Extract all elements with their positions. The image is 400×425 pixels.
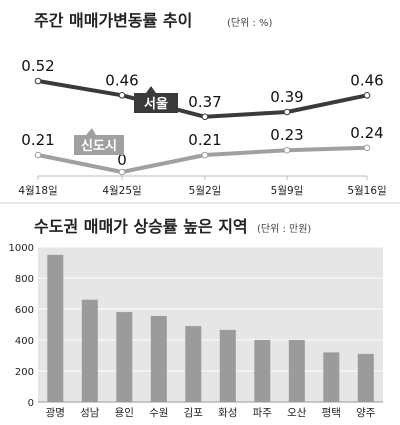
- bar-x-tick-label: 성남: [80, 407, 100, 419]
- line-x-tick-label: 4월25일: [102, 184, 141, 197]
- seoul-value-label: 0.46: [350, 71, 383, 89]
- series-point-seoul: [34, 77, 42, 85]
- bar-x-tick-label: 화성: [218, 407, 237, 419]
- seoul-value-label: 0.52: [21, 57, 54, 75]
- bar-x-tick-label: 김포: [184, 407, 204, 419]
- bar-x-tick-label: 평택: [322, 407, 341, 419]
- bar: [288, 340, 305, 402]
- bar: [323, 352, 340, 402]
- bar-x-tick-label: 양주: [356, 407, 376, 419]
- seoul-value-label: 0.39: [270, 88, 303, 106]
- line-x-tick-label: 4월18일: [18, 184, 57, 197]
- series-point-seoul: [283, 108, 291, 116]
- series-point-newtown: [363, 144, 371, 152]
- legend-tag-newtown-box: [74, 135, 124, 155]
- bar-x-tick-label: 용인: [115, 407, 134, 419]
- line-x-tick-label: 5월16일: [347, 184, 386, 197]
- series-point-newtown: [201, 151, 209, 159]
- bar-x-tick-label: 광명: [46, 407, 65, 419]
- newtown-value-label: 0.24: [350, 124, 383, 142]
- bar-x-tick-label: 오산: [287, 407, 307, 419]
- legend-tag-newtown: 신도시: [74, 128, 124, 155]
- legend-tag-seoul-box: [134, 93, 178, 113]
- bar: [185, 326, 202, 402]
- seoul-value-label: 0.46: [105, 71, 138, 89]
- bar: [81, 299, 98, 402]
- series-point-newtown: [283, 146, 291, 154]
- legend-tag-newtown-label: 신도시: [81, 139, 117, 154]
- series-point-seoul: [201, 113, 209, 121]
- bar-y-tick-label: 0: [28, 398, 34, 409]
- bar-x-tick-label: 수원: [149, 407, 168, 419]
- line-chart-plot: 4월18일 4월25일 5월2일 5월9일 5월16일 0.52 0.21 0.46 0 0.37…: [18, 57, 386, 197]
- seoul-value-label: 0.37: [188, 93, 221, 111]
- bar: [150, 316, 167, 402]
- legend-tag-newtown-pointer: [86, 128, 96, 135]
- legend-tag-seoul: 서울: [134, 86, 178, 113]
- bar-y-tick-label: 600: [15, 305, 34, 316]
- series-point-newtown: [34, 151, 42, 159]
- newtown-value-label: 0.23: [270, 126, 303, 144]
- bar: [47, 254, 64, 403]
- bar-x-tick-label: 파주: [253, 407, 273, 419]
- bar-y-tick-label: 400: [15, 336, 34, 347]
- series-point-newtown: [118, 168, 126, 176]
- line-chart-title: 주간 매매가변동률 추이: [34, 11, 192, 30]
- bar: [254, 340, 271, 402]
- bar: [357, 353, 374, 402]
- legend-tag-seoul-label: 서울: [144, 96, 168, 112]
- bar: [219, 329, 236, 402]
- bar: [116, 312, 133, 402]
- legend-tag-seoul-pointer: [146, 86, 156, 93]
- bar-y-tick-label: 200: [15, 367, 34, 378]
- line-chart-unit: (단위 : %): [227, 16, 273, 29]
- bar-y-tick-label: 1000: [9, 243, 34, 254]
- series-point-seoul: [118, 92, 126, 99]
- bar-chart-title: 수도권 매매가 상승률 높은 지역: [34, 217, 248, 236]
- bar-chart-plot: 0 200 400 600 800 1000 광명 성남 용인 수원 김포 화성 파주 오산 평택 양주: [9, 243, 383, 419]
- series-point-seoul: [363, 92, 371, 99]
- newtown-value-label: 0: [117, 151, 127, 169]
- line-x-tick-label: 5월9일: [271, 184, 304, 197]
- bar-y-tick-label: 800: [15, 274, 34, 285]
- newtown-value-label: 0.21: [188, 131, 221, 149]
- bar-chart-unit: (단위 : 만원): [257, 222, 311, 235]
- newtown-value-label: 0.21: [21, 131, 54, 149]
- line-x-tick-label: 5월2일: [189, 184, 222, 197]
